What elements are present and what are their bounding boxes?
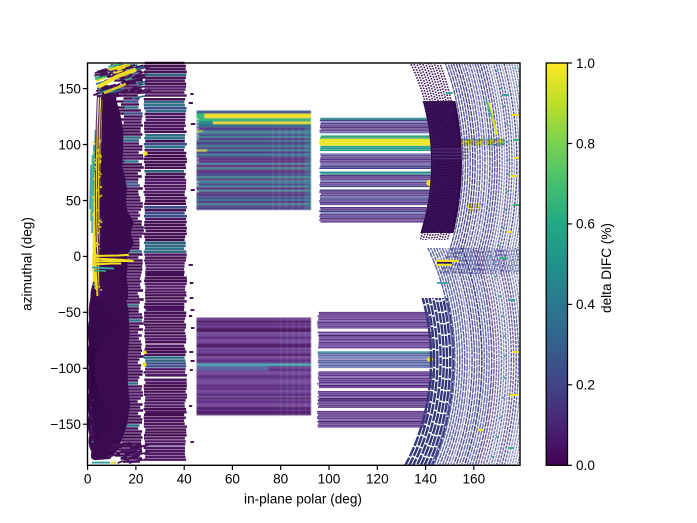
svg-text:80: 80 (273, 472, 289, 487)
svg-text:0: 0 (73, 249, 81, 264)
svg-text:0: 0 (84, 472, 92, 487)
svg-text:50: 50 (66, 193, 82, 208)
svg-text:120: 120 (366, 472, 389, 487)
svg-text:0.4: 0.4 (576, 297, 595, 312)
svg-text:delta DIFC (%): delta DIFC (%) (599, 223, 614, 313)
svg-text:60: 60 (225, 472, 241, 487)
svg-text:0.8: 0.8 (576, 136, 595, 151)
svg-text:100: 100 (58, 137, 81, 152)
svg-text:150: 150 (58, 81, 81, 96)
svg-text:1.0: 1.0 (576, 56, 595, 71)
svg-text:azimuthal (deg): azimuthal (deg) (20, 217, 35, 311)
svg-text:−100: −100 (50, 361, 81, 376)
svg-text:0.2: 0.2 (576, 378, 595, 393)
svg-text:in-plane polar (deg): in-plane polar (deg) (244, 492, 362, 507)
svg-text:160: 160 (462, 472, 485, 487)
svg-text:20: 20 (128, 472, 144, 487)
svg-text:−50: −50 (58, 305, 81, 320)
svg-text:100: 100 (318, 472, 341, 487)
svg-text:0.0: 0.0 (576, 458, 595, 473)
svg-text:−150: −150 (50, 417, 81, 432)
svg-text:140: 140 (414, 472, 437, 487)
svg-text:0.6: 0.6 (576, 217, 595, 232)
svg-text:40: 40 (177, 472, 193, 487)
